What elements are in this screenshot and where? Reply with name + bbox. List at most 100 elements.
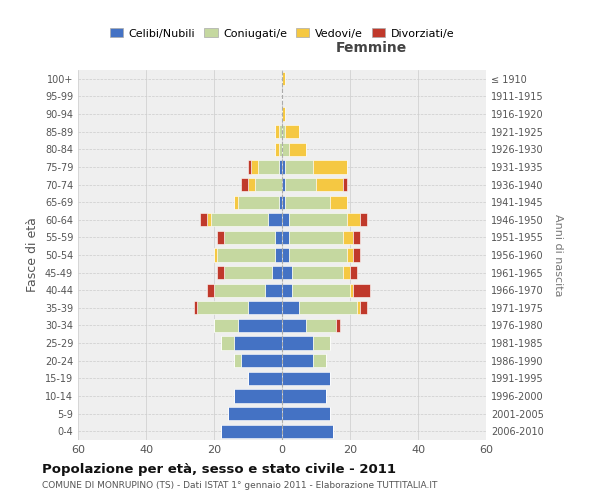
Bar: [353, 231, 360, 244]
Bar: [343, 266, 350, 279]
Bar: [282, 108, 286, 120]
Bar: [278, 125, 282, 138]
Bar: [350, 266, 357, 279]
Bar: [282, 407, 329, 420]
Bar: [214, 319, 238, 332]
Bar: [282, 125, 286, 138]
Bar: [353, 248, 360, 262]
Bar: [286, 196, 329, 209]
Bar: [289, 142, 306, 156]
Bar: [197, 301, 248, 314]
Bar: [235, 390, 282, 402]
Bar: [235, 196, 238, 209]
Text: Popolazione per età, sesso e stato civile - 2011: Popolazione per età, sesso e stato civil…: [42, 462, 396, 475]
Bar: [282, 72, 286, 86]
Text: COMUNE DI MONRUPINO (TS) - Dati ISTAT 1° gennaio 2011 - Elaborazione TUTTITALIA.: COMUNE DI MONRUPINO (TS) - Dati ISTAT 1°…: [42, 481, 437, 490]
Bar: [241, 178, 248, 191]
Bar: [275, 231, 282, 244]
Bar: [282, 319, 306, 332]
Bar: [214, 248, 217, 262]
Bar: [282, 142, 289, 156]
Bar: [282, 354, 313, 368]
Bar: [278, 196, 282, 209]
Bar: [248, 178, 255, 191]
Bar: [282, 248, 289, 262]
Text: Femmine: Femmine: [336, 41, 407, 55]
Bar: [224, 231, 275, 244]
Bar: [313, 160, 347, 173]
Bar: [211, 213, 268, 226]
Bar: [282, 231, 289, 244]
Bar: [248, 160, 251, 173]
Bar: [282, 336, 313, 349]
Bar: [343, 231, 353, 244]
Bar: [241, 354, 282, 368]
Bar: [278, 160, 282, 173]
Y-axis label: Anni di nascita: Anni di nascita: [553, 214, 563, 296]
Bar: [282, 372, 329, 385]
Bar: [360, 213, 367, 226]
Bar: [289, 248, 347, 262]
Bar: [306, 319, 337, 332]
Bar: [214, 284, 265, 297]
Bar: [286, 160, 313, 173]
Bar: [282, 424, 333, 438]
Bar: [275, 248, 282, 262]
Bar: [238, 319, 282, 332]
Bar: [224, 266, 272, 279]
Bar: [207, 213, 211, 226]
Bar: [251, 160, 258, 173]
Bar: [275, 142, 278, 156]
Bar: [268, 213, 282, 226]
Bar: [200, 213, 207, 226]
Bar: [282, 213, 289, 226]
Bar: [258, 160, 278, 173]
Bar: [282, 196, 286, 209]
Bar: [248, 301, 282, 314]
Bar: [207, 284, 214, 297]
Bar: [316, 178, 343, 191]
Bar: [282, 266, 292, 279]
Bar: [275, 125, 278, 138]
Bar: [286, 125, 299, 138]
Bar: [235, 336, 282, 349]
Bar: [255, 178, 282, 191]
Bar: [221, 336, 235, 349]
Bar: [337, 319, 340, 332]
Bar: [313, 354, 326, 368]
Bar: [289, 231, 343, 244]
Bar: [282, 301, 299, 314]
Bar: [299, 301, 357, 314]
Bar: [221, 424, 282, 438]
Bar: [282, 160, 286, 173]
Bar: [350, 284, 353, 297]
Y-axis label: Fasce di età: Fasce di età: [26, 218, 39, 292]
Bar: [194, 301, 197, 314]
Bar: [313, 336, 329, 349]
Bar: [286, 178, 316, 191]
Bar: [282, 178, 286, 191]
Bar: [217, 248, 275, 262]
Bar: [217, 266, 224, 279]
Bar: [217, 231, 224, 244]
Bar: [238, 196, 278, 209]
Bar: [360, 301, 367, 314]
Bar: [292, 284, 350, 297]
Bar: [347, 248, 353, 262]
Bar: [347, 213, 360, 226]
Bar: [343, 178, 347, 191]
Bar: [235, 354, 241, 368]
Bar: [272, 266, 282, 279]
Bar: [278, 142, 282, 156]
Bar: [282, 284, 292, 297]
Bar: [357, 301, 360, 314]
Bar: [353, 284, 370, 297]
Legend: Celibi/Nubili, Coniugati/e, Vedovi/e, Divorziati/e: Celibi/Nubili, Coniugati/e, Vedovi/e, Di…: [106, 24, 458, 43]
Bar: [292, 266, 343, 279]
Bar: [282, 390, 326, 402]
Bar: [227, 407, 282, 420]
Bar: [248, 372, 282, 385]
Bar: [289, 213, 347, 226]
Bar: [329, 196, 347, 209]
Bar: [265, 284, 282, 297]
